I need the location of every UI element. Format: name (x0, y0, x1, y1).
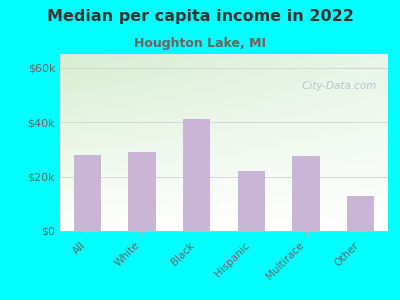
Bar (128, 152, 156, 231)
Text: Median per capita income in 2022: Median per capita income in 2022 (46, 9, 354, 24)
Bar (292, 156, 320, 231)
Bar (238, 171, 265, 231)
Text: City-Data.com: City-Data.com (300, 81, 377, 91)
Bar (347, 196, 374, 231)
Bar (183, 119, 210, 231)
Bar (74, 155, 101, 231)
Text: Houghton Lake, MI: Houghton Lake, MI (134, 38, 266, 50)
